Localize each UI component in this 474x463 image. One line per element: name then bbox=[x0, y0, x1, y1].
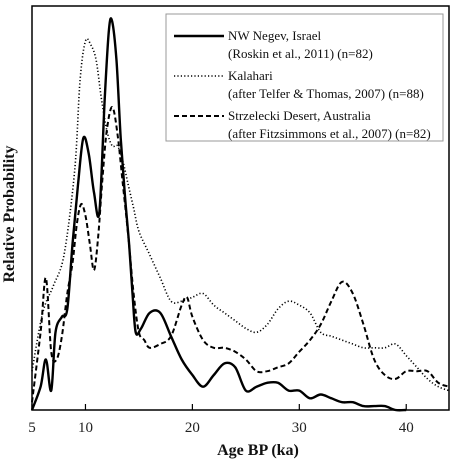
legend-series-source: (Roskin et al., 2011) (n=82) bbox=[228, 46, 373, 61]
plot-frame bbox=[31, 5, 450, 411]
x-axis-ticks: 5 10 20 30 40 bbox=[28, 404, 414, 436]
legend-series-name: Strzelecki Desert, Australia bbox=[228, 108, 371, 123]
x-tick-label: 30 bbox=[292, 420, 307, 436]
x-tick-label: 20 bbox=[185, 420, 200, 436]
x-tick-label: 5 bbox=[28, 420, 36, 436]
legend-series-source: (after Fitzsimmons et al., 2007) (n=82) bbox=[228, 126, 431, 141]
x-axis-label: Age BP (ka) bbox=[217, 442, 299, 459]
legend: NW Negev, Israel (Roskin et al., 2011) (n… bbox=[165, 13, 444, 142]
series-line-3 bbox=[31, 105, 450, 403]
legend-series-source: (after Telfer & Thomas, 2007) (n=88) bbox=[228, 86, 424, 101]
x-tick-label: 10 bbox=[78, 420, 93, 436]
series-line-1 bbox=[30, 17, 407, 412]
legend-series-name: Kalahari bbox=[228, 68, 273, 83]
series-layer bbox=[30, 17, 450, 412]
plot-border bbox=[31, 5, 450, 411]
legend-series-name: NW Negev, Israel bbox=[228, 28, 322, 43]
x-tick-label: 40 bbox=[399, 420, 414, 436]
y-axis-label: Relative Probability bbox=[1, 145, 18, 282]
series-line-2 bbox=[31, 37, 450, 392]
